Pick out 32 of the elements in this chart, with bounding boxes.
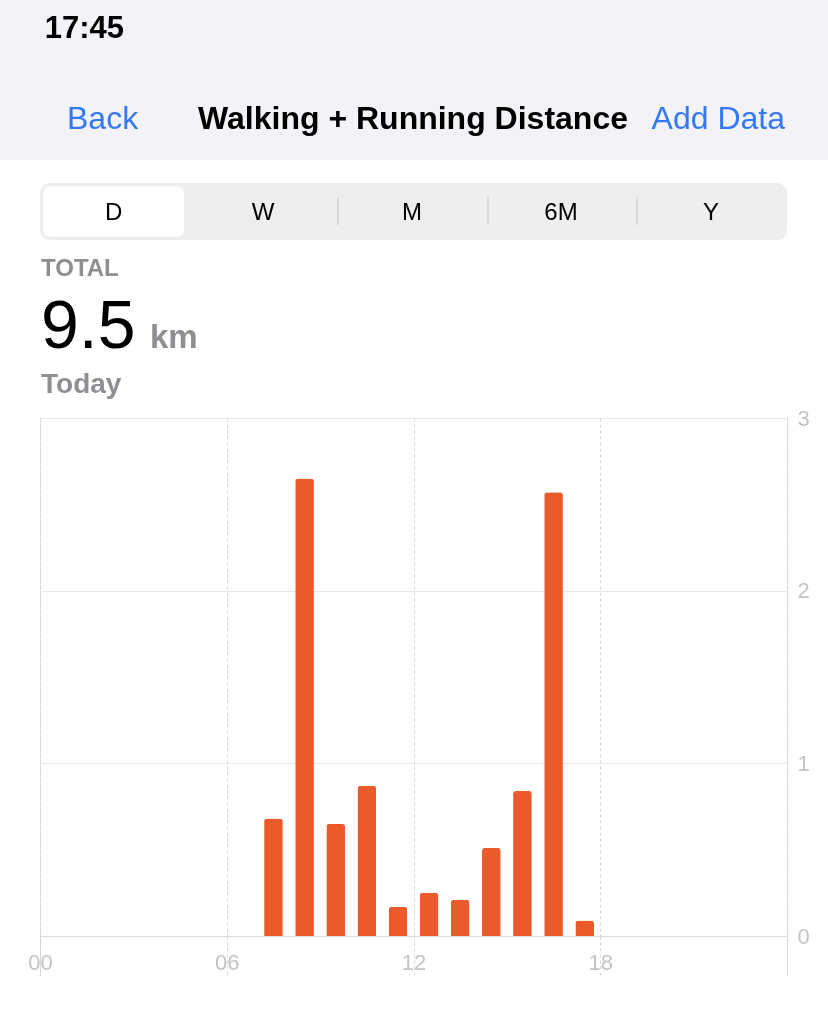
text: W — [251, 198, 275, 225]
bar — [357, 785, 377, 936]
y-tick-label: 3 — [797, 405, 810, 431]
text: M — [402, 198, 422, 225]
y-tick-label: 2 — [797, 578, 810, 604]
text: Add Data — [651, 100, 786, 136]
bar — [544, 492, 563, 936]
x-tick-label: 18 — [588, 949, 613, 975]
text: 6M — [544, 198, 578, 225]
bar — [513, 790, 532, 936]
bar — [481, 847, 501, 936]
text: Y — [702, 198, 720, 225]
text: Back — [67, 100, 140, 136]
text: km — [150, 318, 198, 355]
y-tick-label: 1 — [797, 750, 810, 776]
bar — [388, 906, 408, 936]
text: 9.5 — [41, 286, 136, 362]
chart-title: Walking + Running Distance — [198, 100, 628, 136]
bar — [450, 899, 470, 936]
bar — [326, 823, 346, 936]
bar — [575, 920, 595, 936]
text: 17:45 — [44, 10, 124, 45]
x-tick-label: 00 — [28, 949, 53, 975]
bar — [264, 818, 283, 936]
x-tick-label: 12 — [401, 949, 427, 975]
text: TOTAL — [41, 254, 119, 281]
y-tick-label: 0 — [797, 923, 810, 949]
text: Today — [41, 368, 122, 399]
x-tick-label: 06 — [215, 949, 240, 975]
text: D — [105, 198, 123, 225]
bar — [295, 478, 314, 936]
bar — [419, 892, 439, 936]
